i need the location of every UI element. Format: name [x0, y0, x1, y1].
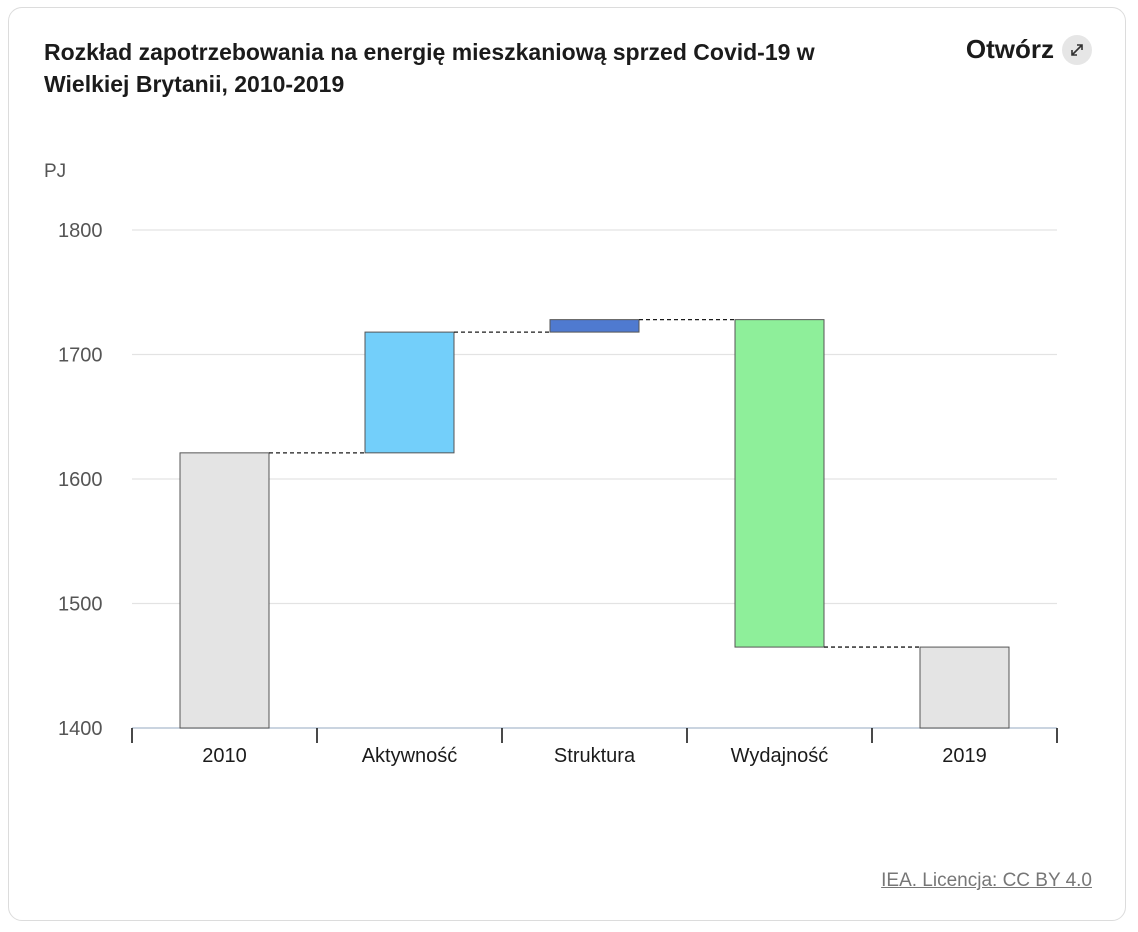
- y-axis-unit: PJ: [44, 161, 67, 182]
- open-label: Otwórz: [965, 34, 1054, 64]
- y-tick-label: 1400: [58, 718, 103, 740]
- bar-2010: [179, 452, 270, 729]
- x-tick-label: 2010: [202, 745, 247, 767]
- x-tick-label: 2019: [942, 745, 987, 767]
- x-tick-label: Aktywność: [362, 745, 458, 767]
- y-tick-label: 1700: [58, 345, 103, 367]
- source-link[interactable]: IEA. Licencja: CC BY 4.0: [881, 870, 1092, 891]
- x-tick-label: Struktura: [554, 745, 636, 767]
- y-tick-label: 1800: [58, 220, 103, 242]
- y-tick-label: 1500: [58, 594, 103, 616]
- y-tick-label: 1600: [58, 469, 103, 491]
- waterfall-chart: 1400 1500 1600 1700 1800 2010 Aktywność Struktu…: [58, 220, 1058, 767]
- expand-arrows-icon: [1062, 34, 1092, 65]
- x-tick-label: Wydajność: [731, 745, 829, 767]
- bar-aktywność: [364, 331, 455, 454]
- bar-2019: [919, 646, 1010, 729]
- bar-struktura: [549, 319, 640, 333]
- chart-title: Rozkład zapotrzebowania na energię miesz…: [44, 39, 815, 97]
- bar-wydajność: [734, 319, 825, 648]
- open-button[interactable]: Otwórz: [966, 34, 1092, 65]
